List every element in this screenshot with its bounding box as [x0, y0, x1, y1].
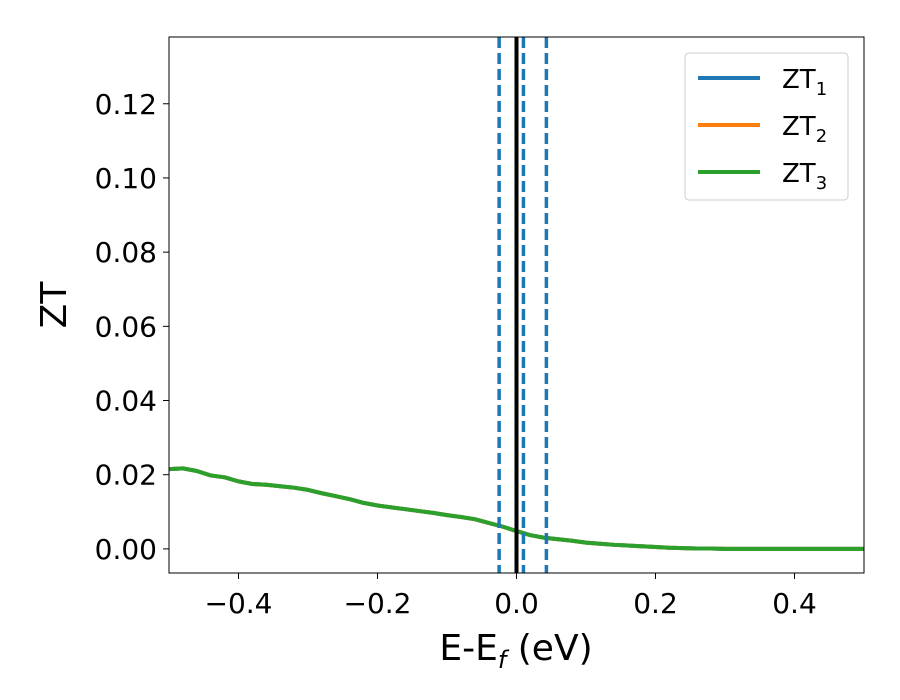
y-tick-label: 0.10	[95, 162, 157, 195]
x-tick-label: 0.0	[494, 587, 539, 620]
y-tick-label: 0.06	[95, 310, 157, 343]
plot-area	[169, 37, 864, 573]
x-tick-label: 0.2	[633, 587, 678, 620]
legend: ZT1 ZT2 ZT3	[684, 52, 849, 201]
legend-label-1: ZT1	[782, 65, 827, 100]
x-axis-title: E-Ef (eV)	[439, 628, 592, 674]
x-tick-label: 0.4	[772, 587, 817, 620]
legend-box	[684, 52, 849, 201]
plot-content	[169, 37, 864, 573]
plot-frame	[168, 36, 865, 574]
x-tick-label: −0.4	[205, 587, 273, 620]
legend-label-3: ZT3	[782, 159, 827, 194]
y-tick-label: 0.04	[95, 385, 157, 418]
x-tick-label: −0.2	[344, 587, 412, 620]
axis-ticks: −0.4 −0.2 0.0 0.2 0.4 0.00 0.02 0.04 0.06 0.08 0.1…	[95, 88, 817, 620]
y-tick-label: 0.00	[95, 533, 157, 566]
y-tick-label: 0.08	[95, 236, 157, 269]
y-tick-label: 0.02	[95, 459, 157, 492]
legend-label-2: ZT2	[782, 112, 827, 147]
y-tick-label: 0.12	[95, 88, 157, 121]
y-axis-title: ZT	[34, 281, 75, 329]
